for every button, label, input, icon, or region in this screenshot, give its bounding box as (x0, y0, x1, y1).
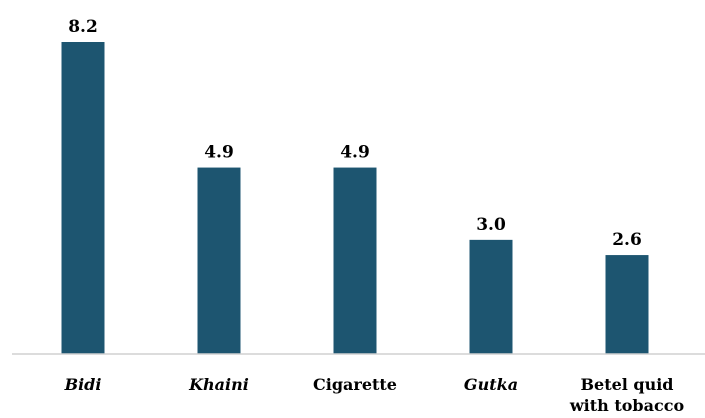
bars-group (61, 42, 649, 354)
bar-betel-quid-with-tobacco (605, 255, 649, 354)
value-label-bidi: 8.2 (68, 17, 98, 37)
category-label-line: with tobacco (569, 396, 685, 415)
value-label-cigarette: 4.9 (340, 143, 370, 163)
value-labels-group: 8.2 4.9 4.9 3.0 2.6 (68, 17, 642, 250)
value-label-gutka: 3.0 (476, 215, 506, 235)
category-label-gutka: Gutka (464, 375, 518, 394)
category-label-bidi: Bidi (64, 375, 102, 394)
category-label-cigarette: Cigarette (313, 375, 397, 394)
bar-cigarette (333, 167, 377, 354)
category-label-line: Bidi (64, 375, 102, 394)
category-label-betel-quid-with-tobacco: Betel quid with tobacco (569, 375, 685, 415)
category-label-line: Cigarette (313, 375, 397, 394)
value-label-khaini: 4.9 (204, 143, 234, 163)
category-label-line: Khaini (188, 375, 249, 394)
bar-gutka (469, 239, 513, 354)
bar-bidi (61, 42, 105, 354)
value-label-betel-quid-with-tobacco: 2.6 (612, 230, 642, 250)
category-label-line: Betel quid (580, 375, 673, 394)
category-label-khaini: Khaini (188, 375, 249, 394)
category-label-line: Gutka (464, 375, 518, 394)
category-labels-group: Bidi Khaini Cigarette Gutka Betel quid with t… (64, 375, 685, 415)
bar-khaini (197, 167, 241, 354)
